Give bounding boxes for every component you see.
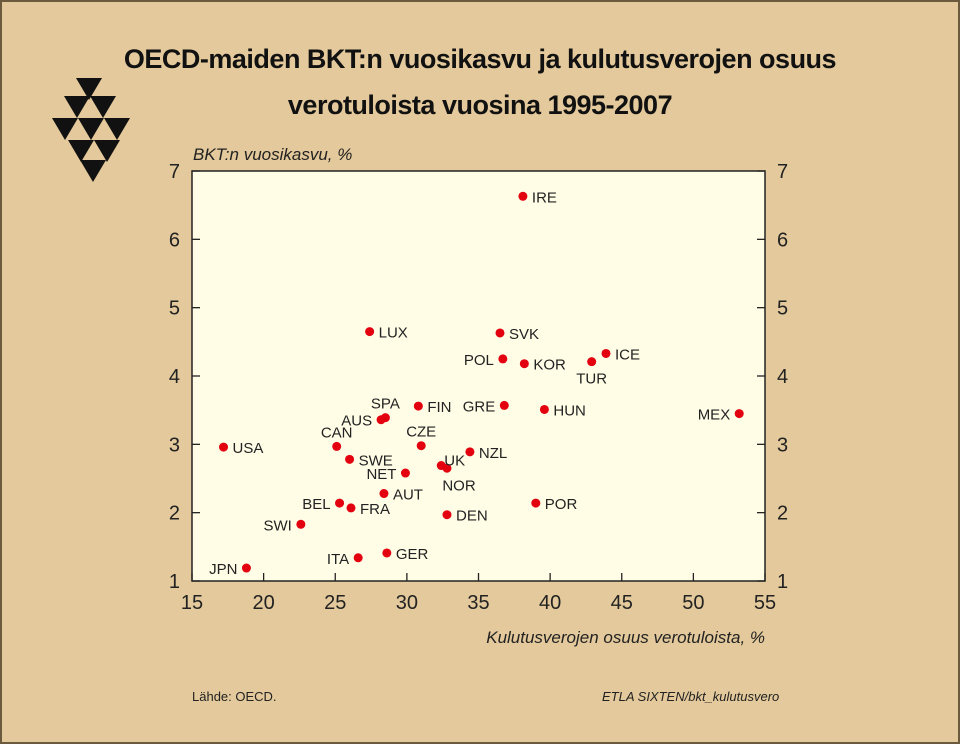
y-tick-label-left: 6 <box>169 229 180 251</box>
axis-tick-labels: 15 20 25 30 35 40 45 50 551 12 23 34 45 56 67 7 <box>169 161 788 614</box>
y-axis-label: BKT:n vuosikasvu, % <box>193 145 352 164</box>
point-ice <box>601 348 611 358</box>
point-tur <box>587 357 597 367</box>
point-jpn <box>241 563 251 573</box>
y-tick-label-right: 6 <box>777 229 788 251</box>
point-label-swe: SWE <box>359 452 393 469</box>
x-tick-label: 20 <box>253 592 275 614</box>
y-tick-label-right: 1 <box>777 571 788 593</box>
x-axis-label: Kulutusverojen osuus verotuloista, % <box>486 628 765 647</box>
point-label-hun: HUN <box>553 402 586 419</box>
point-can <box>332 441 342 451</box>
point-label-uk: UK <box>444 453 465 470</box>
point-label-usa: USA <box>233 440 264 457</box>
point-swe <box>345 454 355 464</box>
point-den <box>442 510 452 520</box>
x-tick-label: 50 <box>682 592 704 614</box>
y-tick-label-right: 5 <box>777 298 788 320</box>
point-ger <box>382 548 392 558</box>
point-label-ice: ICE <box>615 346 640 363</box>
point-nor <box>442 463 452 473</box>
point-aut <box>379 489 389 499</box>
point-bel <box>335 498 345 508</box>
etla-logo-icon <box>52 78 130 182</box>
point-label-kor: KOR <box>533 357 566 374</box>
point-ire <box>518 191 528 201</box>
point-nzl <box>465 447 475 457</box>
point-fin <box>413 401 423 411</box>
point-fra <box>346 503 356 513</box>
point-label-lux: LUX <box>379 325 408 342</box>
x-tick-label: 40 <box>539 592 561 614</box>
credit-note: ETLA SIXTEN/bkt_kulutusvero <box>602 689 780 704</box>
point-net <box>400 468 410 478</box>
point-label-den: DEN <box>456 508 488 525</box>
y-tick-label-left: 2 <box>169 503 180 525</box>
y-tick-label-left: 1 <box>169 571 180 593</box>
point-cze <box>416 441 426 451</box>
point-label-can: CAN <box>321 424 353 441</box>
point-gre <box>499 400 509 410</box>
x-tick-label: 25 <box>324 592 346 614</box>
x-tick-label: 45 <box>611 592 633 614</box>
y-tick-label-left: 5 <box>169 298 180 320</box>
source-note: Lähde: OECD. <box>192 689 277 704</box>
point-por <box>531 498 541 508</box>
point-pol <box>498 354 508 364</box>
x-tick-label: 55 <box>754 592 776 614</box>
point-label-spa: SPA <box>371 396 400 413</box>
point-label-cze: CZE <box>406 424 436 441</box>
point-label-fin: FIN <box>427 399 451 416</box>
y-tick-label-left: 3 <box>169 434 180 456</box>
chart-title-line2: verotuloista vuosina 1995-2007 <box>287 90 673 120</box>
point-hun <box>539 404 549 414</box>
data-points <box>219 191 744 573</box>
point-label-bel: BEL <box>302 496 330 513</box>
point-usa <box>219 442 229 452</box>
point-lux <box>365 327 375 337</box>
point-ita <box>353 553 363 563</box>
axis-ticks <box>191 170 766 582</box>
y-tick-label-left: 7 <box>169 161 180 183</box>
point-svk <box>495 328 505 338</box>
x-tick-label: 30 <box>396 592 418 614</box>
point-label-nzl: NZL <box>479 445 507 462</box>
y-tick-label-right: 2 <box>777 503 788 525</box>
point-label-por: POR <box>545 496 578 513</box>
point-mex <box>734 409 744 419</box>
point-aus <box>376 415 386 425</box>
y-tick-label-right: 3 <box>777 434 788 456</box>
y-tick-label-right: 4 <box>777 366 788 388</box>
point-label-net: NET <box>366 466 396 483</box>
point-label-aus: AUS <box>341 413 372 430</box>
x-tick-label: 35 <box>467 592 489 614</box>
y-tick-label-left: 4 <box>169 366 180 388</box>
point-label-gre: GRE <box>463 398 496 415</box>
point-label-pol: POL <box>464 352 494 369</box>
point-label-aut: AUT <box>393 487 423 504</box>
point-label-fra: FRA <box>360 501 390 518</box>
point-label-mex: MEX <box>698 407 731 424</box>
chart-title-line1: OECD-maiden BKT:n vuosikasvu ja kulutusv… <box>123 44 837 74</box>
x-tick-label: 15 <box>181 592 203 614</box>
point-label-nor: NOR <box>442 477 476 494</box>
point-swi <box>296 519 306 529</box>
point-label-ita: ITA <box>327 551 349 568</box>
point-label-svk: SVK <box>509 326 539 343</box>
point-label-ire: IRE <box>532 189 557 206</box>
point-kor <box>519 359 529 369</box>
plot-area <box>191 170 766 582</box>
point-label-ger: GER <box>396 546 429 563</box>
point-label-jpn: JPN <box>209 561 237 578</box>
y-tick-label-right: 7 <box>777 161 788 183</box>
point-label-tur: TUR <box>576 371 607 388</box>
point-label-swi: SWI <box>264 517 292 534</box>
